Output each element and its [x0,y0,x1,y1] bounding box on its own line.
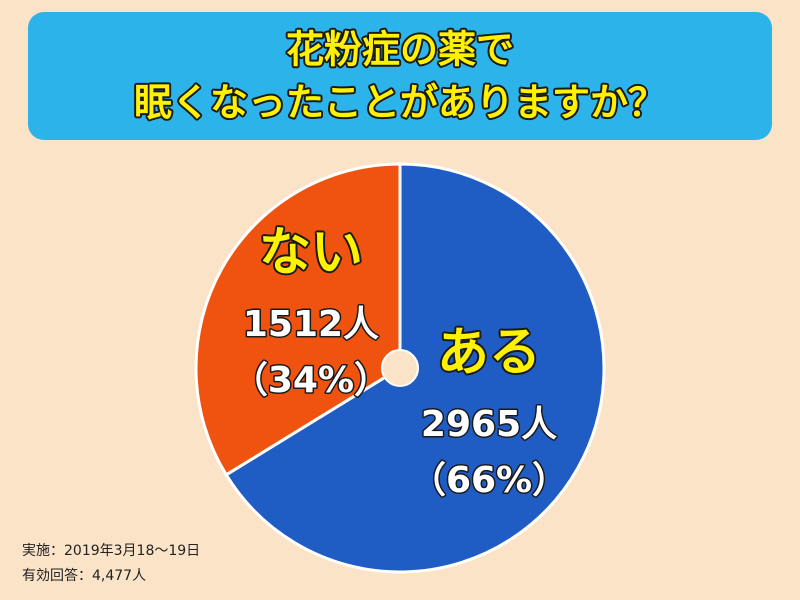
value-label: 1512人 [243,304,379,345]
category-label: ない [259,223,363,283]
pie-hole [381,349,419,387]
title-line: 花粉症の薬で [286,28,514,72]
value-label: 2965人 [421,404,557,445]
note: 実施：2019年3月18～19日 [22,543,200,559]
pie [194,162,606,574]
note: 有効回答：4,477人 [22,567,146,584]
pie-slice [194,162,402,477]
percent-label: （66%） [410,460,568,501]
title-line: 眠くなったことがありますか？ [134,81,666,125]
title-box [28,12,772,140]
category-label: ある [437,323,541,383]
percent-label: （34%） [232,360,390,401]
